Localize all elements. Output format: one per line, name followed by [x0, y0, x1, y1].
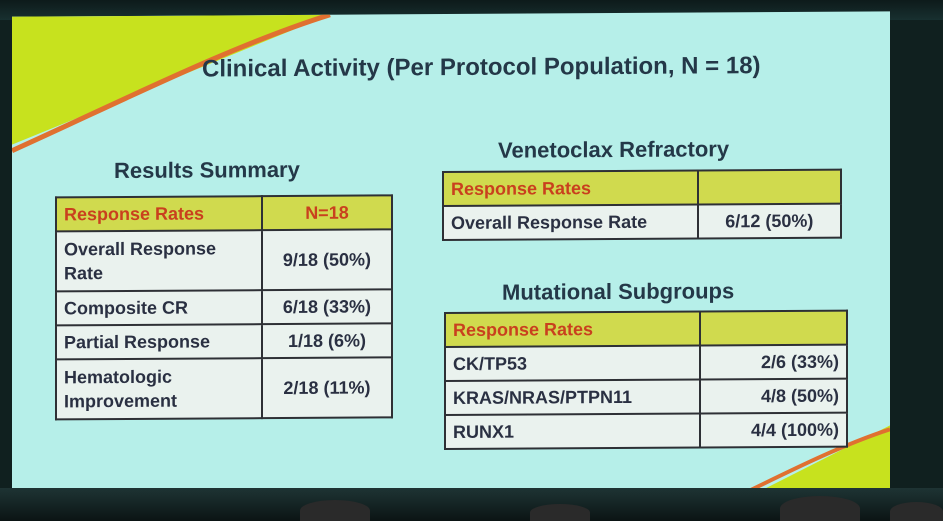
results-summary-title: Results Summary [114, 156, 300, 184]
row-value: 9/18 (50%) [261, 229, 392, 291]
audience-head [530, 504, 590, 521]
row-value: 6/18 (33%) [261, 289, 392, 325]
table-header-row: Response Rates N=18 [56, 195, 392, 232]
audience-head [300, 500, 370, 521]
row-value: 2/18 (11%) [261, 357, 392, 419]
header-cell: Response Rates [445, 311, 701, 348]
mutational-subgroups-title: Mutational Subgroups [502, 278, 735, 305]
row-label: Hematologic Improvement [56, 358, 262, 420]
venetoclax-refractory-title: Venetoclax Refractory [498, 136, 730, 163]
row-label: Partial Response [56, 324, 262, 360]
row-label: Composite CR [56, 290, 262, 326]
row-value: 2/6 (33%) [700, 344, 847, 380]
table-header-row: Response Rates [443, 169, 841, 207]
corner-decoration-bottom-right [737, 425, 890, 497]
table-row: CK/TP53 2/6 (33%) [445, 344, 847, 382]
header-cell: Response Rates [56, 196, 262, 232]
results-summary-table: Response Rates N=18 Overall Response Rat… [55, 194, 393, 420]
table-row: Overall Response Rate 6/12 (50%) [443, 203, 841, 241]
mutational-subgroups-table: Response Rates CK/TP53 2/6 (33%) KRAS/NR… [444, 310, 848, 450]
table-row: Composite CR 6/18 (33%) [56, 289, 392, 326]
header-cell [700, 310, 847, 346]
table-row: Overall Response Rate 9/18 (50%) [56, 229, 392, 292]
row-value: 6/12 (50%) [697, 203, 841, 239]
row-label: CK/TP53 [445, 345, 701, 382]
header-cell [697, 169, 841, 205]
corner-decoration-top-left [12, 14, 331, 153]
table-row: Hematologic Improvement 2/18 (11%) [56, 357, 392, 420]
row-label: Overall Response Rate [56, 230, 262, 292]
row-label: KRAS/NRAS/PTPN11 [445, 379, 701, 416]
table-row: RUNX1 4/4 (100%) [445, 412, 847, 450]
row-value: 1/18 (6%) [261, 323, 392, 359]
audience-head [890, 502, 943, 521]
header-cell: Response Rates [443, 170, 698, 207]
row-label: Overall Response Rate [443, 204, 698, 241]
venetoclax-refractory-table: Response Rates Overall Response Rate 6/1… [442, 169, 842, 241]
table-row: Partial Response 1/18 (6%) [56, 323, 392, 360]
row-label: RUNX1 [445, 413, 701, 450]
row-value: 4/4 (100%) [700, 412, 847, 448]
header-cell: N=18 [261, 195, 392, 231]
slide-title: Clinical Activity (Per Protocol Populati… [202, 52, 761, 83]
presentation-slide: Clinical Activity (Per Protocol Populati… [12, 11, 890, 501]
table-header-row: Response Rates [445, 310, 847, 348]
audience-head [780, 496, 860, 521]
table-row: KRAS/NRAS/PTPN11 4/8 (50%) [445, 378, 847, 416]
row-value: 4/8 (50%) [700, 378, 847, 414]
